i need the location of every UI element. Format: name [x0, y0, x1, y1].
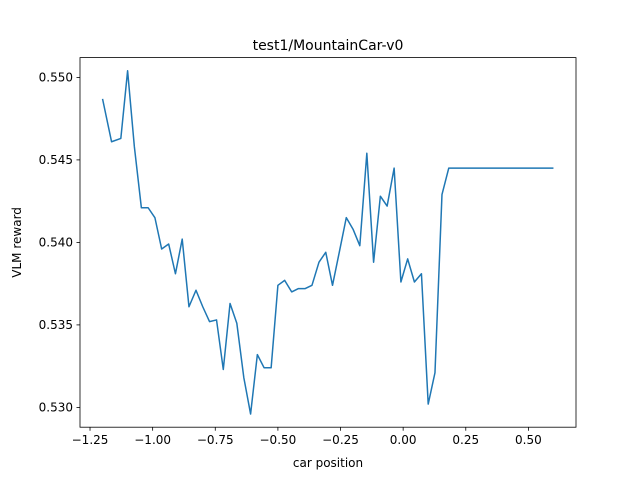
plot-area: [101, 70, 554, 415]
y-tick-label: 0.530: [39, 401, 73, 415]
x-tick-label: −1.00: [134, 433, 171, 447]
x-tick-label: −0.25: [322, 433, 359, 447]
x-tick-label: 0.50: [515, 433, 542, 447]
x-tick-label: 0.00: [390, 433, 417, 447]
y-tick-label: 0.540: [39, 236, 73, 250]
y-tick-label: 0.545: [39, 153, 73, 167]
y-axis: 0.530 0.535 0.540 0.545 0.550: [39, 71, 80, 415]
x-tick-label: −1.25: [72, 433, 109, 447]
x-tick-label: −0.75: [197, 433, 234, 447]
x-axis: −1.25 −1.00 −0.75 −0.50 −0.25 0.00 0.25 0.50: [72, 427, 542, 447]
series-line-0: [101, 70, 554, 415]
chart-title: test1/MountainCar-v0: [253, 38, 404, 54]
x-tick-label: −0.50: [260, 433, 297, 447]
x-axis-label: car position: [293, 456, 363, 470]
x-tick-label: 0.25: [452, 433, 479, 447]
y-tick-label: 0.550: [39, 71, 73, 85]
y-tick-label: 0.535: [39, 318, 73, 332]
y-axis-label: VLM reward: [10, 207, 24, 278]
